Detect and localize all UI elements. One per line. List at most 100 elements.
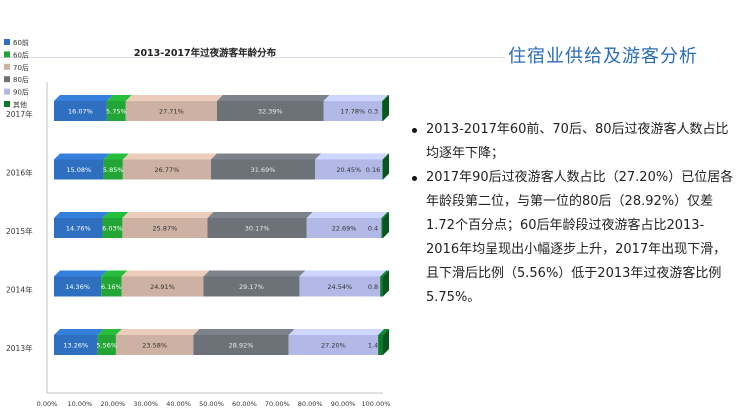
header-divider xyxy=(0,57,505,58)
data-label: 17.78% xyxy=(340,108,365,116)
bar-top-face xyxy=(122,212,214,218)
bar-segment xyxy=(306,218,382,238)
bar-segment xyxy=(207,218,307,238)
legend-swatch xyxy=(4,101,10,107)
bar-top-face xyxy=(193,329,295,335)
bar-top-face xyxy=(323,95,389,101)
data-label: 5.56% xyxy=(96,342,117,350)
bar-top-face xyxy=(122,153,217,160)
bar-side-face xyxy=(383,153,389,180)
data-label: 31.69% xyxy=(251,166,276,174)
bar-top-face xyxy=(203,270,306,277)
bar-top-face xyxy=(306,212,388,218)
data-label: 16.07% xyxy=(68,108,93,116)
bar-top-face xyxy=(97,329,122,335)
data-label: 0.4 xyxy=(368,225,378,233)
x-tick-label: 20.00% xyxy=(100,400,125,408)
bar-top-face xyxy=(54,153,110,160)
legend-label: 60前 xyxy=(13,38,29,47)
bar-segment xyxy=(299,276,381,297)
bar-side-face xyxy=(383,95,389,121)
chart-title: 2013-2017年过夜游客年龄分布 xyxy=(134,47,277,59)
bar-side-face xyxy=(383,212,389,238)
bar-segment xyxy=(193,335,289,355)
bar-segment xyxy=(382,101,383,121)
data-label: 27.20% xyxy=(321,342,346,350)
bullet-dot-icon xyxy=(412,128,417,133)
bar-segment xyxy=(210,159,316,180)
data-label: 0.16 xyxy=(366,166,380,174)
header-bar: 住宿业供给及游客分析 xyxy=(0,20,740,67)
legend-label: 80后 xyxy=(13,75,29,84)
data-label: 29.17% xyxy=(239,283,264,291)
bullet-item: 2013-2017年60前、70后、80后过夜游客人数占比均逐年下降； xyxy=(412,118,736,166)
bar-top-face xyxy=(106,95,132,101)
data-label: 6.03% xyxy=(102,225,123,233)
data-label: 26.77% xyxy=(154,166,179,174)
bar-top-face xyxy=(381,212,389,218)
data-label: 14.36% xyxy=(65,283,90,291)
bar-segment xyxy=(54,276,102,297)
legend-swatch xyxy=(4,76,10,83)
bar-top-face xyxy=(216,95,330,101)
bar-top-face xyxy=(378,329,389,335)
legend-swatch xyxy=(4,88,10,95)
bar-top-face xyxy=(315,153,389,160)
x-tick-label: 0.00% xyxy=(37,400,58,408)
category-label: 2015年 xyxy=(6,226,33,236)
bar-top-face xyxy=(125,95,223,101)
category-label: 2017年 xyxy=(6,109,33,119)
x-tick-label: 70.00% xyxy=(265,400,290,408)
data-label: 6.16% xyxy=(101,283,122,291)
bar-segment xyxy=(54,335,98,355)
analysis-bullets: 2013-2017年60前、70后、80后过夜游客人数占比均逐年下降； 2017… xyxy=(412,118,736,310)
bullet-item: 2017年90后过夜游客人数占比（27.20%）已位居各年龄段第二位，与第一位的… xyxy=(412,166,736,310)
bar-segment xyxy=(125,101,217,121)
data-label: 1.4 xyxy=(368,342,378,350)
bar-top-face xyxy=(54,95,113,101)
data-label: 15.08% xyxy=(66,166,91,174)
data-label: 0.8 xyxy=(368,283,378,291)
bar-segment xyxy=(102,218,123,238)
data-label: 22.69% xyxy=(332,225,357,233)
bar-top-face xyxy=(210,153,322,160)
bar-segment xyxy=(115,335,194,355)
x-tick-label: 50.00% xyxy=(199,400,224,408)
bar-top-face xyxy=(121,270,210,277)
x-tick-label: 80.00% xyxy=(298,400,323,408)
bar-segment xyxy=(122,218,208,238)
data-label: 5.85% xyxy=(103,166,124,174)
bar-top-face xyxy=(115,329,200,335)
legend-label: 其他 xyxy=(13,100,27,109)
data-label: 13.26% xyxy=(63,342,88,350)
legend-label: 90后 xyxy=(13,88,29,97)
data-label: 0.3 xyxy=(368,108,378,116)
bar-top-face xyxy=(54,329,104,335)
data-label: 14.76% xyxy=(66,225,91,233)
bar-top-face xyxy=(382,153,389,160)
bar-segment xyxy=(381,218,383,238)
legend-swatch xyxy=(4,39,10,45)
category-label: 2014年 xyxy=(6,285,33,295)
bar-top-face xyxy=(380,270,389,277)
data-label: 20.45% xyxy=(336,166,361,174)
bar-segment xyxy=(106,101,126,121)
bar-segment xyxy=(203,276,300,297)
legend-swatch xyxy=(4,63,10,70)
age-distribution-chart: 2013-2017年过夜游客年龄分布 2017年 16.07% 5.75% 27.71%… xyxy=(0,35,405,416)
data-label: 23.58% xyxy=(142,342,167,350)
x-tick-label: 90.00% xyxy=(331,400,356,408)
bar-segment xyxy=(216,101,324,121)
bar-segment xyxy=(97,335,116,355)
legend-label: 60后 xyxy=(13,50,29,59)
data-label: 24.54% xyxy=(327,283,352,291)
bar-segment xyxy=(103,159,123,180)
data-label: 32.39% xyxy=(258,108,283,116)
x-tick-label: 60.00% xyxy=(232,400,257,408)
x-tick-label: 100.00% xyxy=(362,400,391,408)
bullet-text: 2017年90后过夜游客人数占比（27.20%）已位居各年龄段第二位，与第一位的… xyxy=(426,170,734,305)
bullet-dot-icon xyxy=(412,176,417,181)
legend-swatch xyxy=(4,51,10,58)
bar-top-face xyxy=(207,212,313,218)
bar-side-face xyxy=(383,329,389,355)
